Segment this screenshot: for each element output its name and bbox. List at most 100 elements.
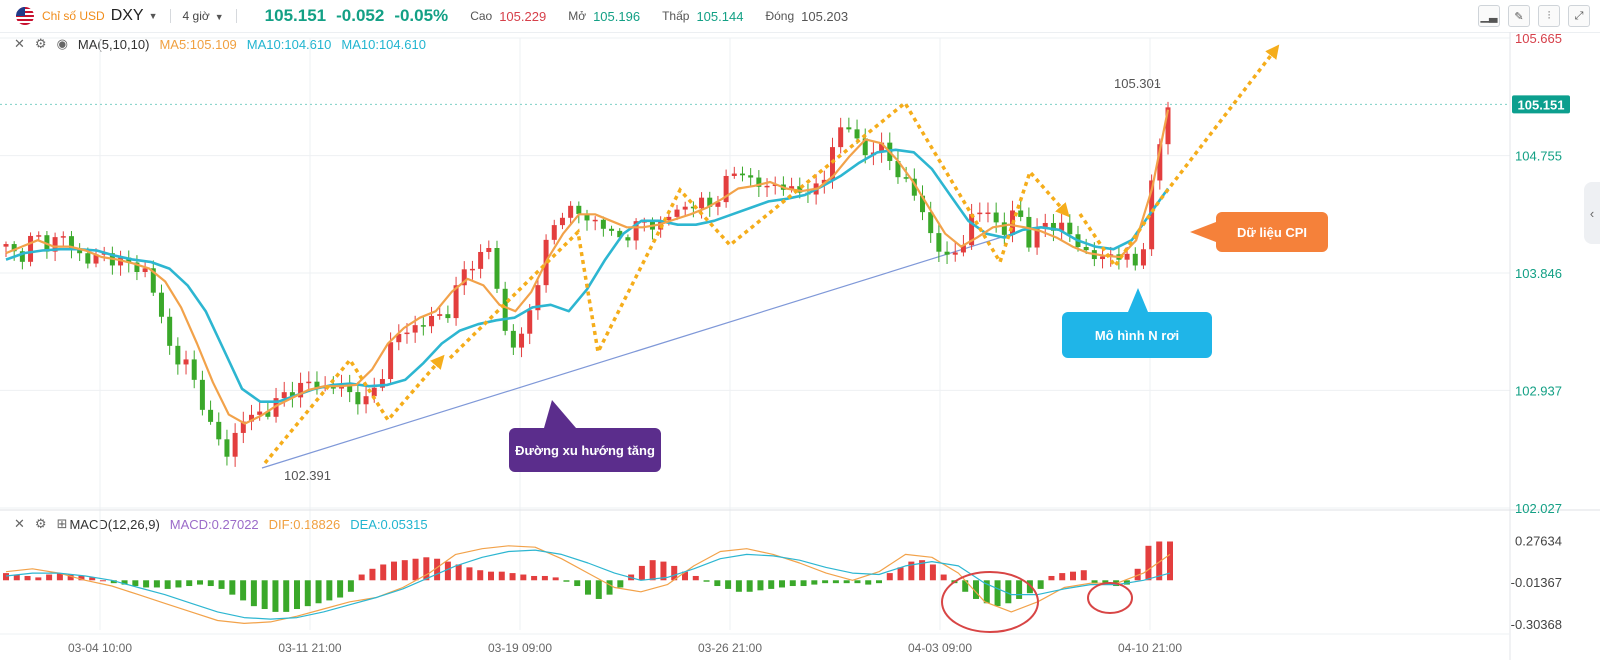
macd-histogram-bar: [1167, 541, 1173, 581]
macd-histogram-bar: [218, 580, 225, 589]
candle-body: [977, 212, 983, 215]
candle-body: [150, 268, 156, 293]
macd-histogram-bar: [326, 580, 333, 601]
candle-body: [502, 288, 508, 331]
candle-body: [960, 245, 966, 253]
us-flag-icon: [16, 7, 34, 25]
macd-histogram-bar: [444, 561, 451, 581]
macd-histogram-bar: [940, 574, 947, 581]
candle-body: [298, 382, 304, 398]
candle-body: [183, 359, 189, 365]
candle-body: [1132, 253, 1138, 266]
macd-histogram-bar: [682, 571, 688, 581]
candle-body: [396, 333, 402, 343]
candle-body: [911, 178, 917, 196]
macd-histogram-bar: [110, 580, 117, 584]
candle-body: [77, 248, 83, 254]
candle-body: [592, 219, 598, 222]
candle-body: [68, 236, 74, 249]
macd-histogram-bar: [1048, 575, 1055, 581]
macd-histogram-bar: [1091, 580, 1098, 584]
candle-body: [478, 251, 484, 269]
macd-histogram-bar: [1016, 580, 1023, 599]
candle-body: [821, 179, 827, 184]
draw-icon[interactable]: ✎: [1508, 5, 1530, 27]
candle-body: [158, 292, 164, 317]
macd-histogram-bar: [520, 574, 527, 581]
candle-body: [52, 237, 58, 252]
macd-indicator-name: MACD(12,26,9): [69, 516, 160, 532]
macd-histogram-bar: [1059, 573, 1066, 581]
candle-body: [756, 177, 762, 187]
candle-body: [985, 212, 991, 215]
candle-body: [281, 392, 287, 399]
close-icon[interactable]: ✕: [14, 516, 25, 531]
candle-body: [469, 268, 475, 271]
timeframe-selector[interactable]: 4 giờ ▼: [183, 9, 224, 23]
candle-body: [199, 379, 205, 410]
candle-body: [1165, 107, 1171, 145]
chart-type-icon[interactable]: ▁▃: [1478, 5, 1500, 27]
macd-histogram-bar: [132, 580, 139, 587]
candle-body: [797, 186, 803, 193]
macd-histogram-bar: [897, 567, 904, 581]
candle-body: [584, 213, 590, 221]
settings-icon[interactable]: ⚙: [34, 36, 47, 51]
macd-histogram-bar: [13, 574, 20, 581]
candle-body: [486, 247, 492, 252]
chevron-left-icon[interactable]: ‹: [1584, 182, 1600, 244]
macd-histogram-bar: [962, 580, 969, 592]
settings-icon[interactable]: ⚙: [34, 516, 47, 531]
macd-histogram-bar: [391, 561, 397, 581]
y-tick-label: 102.027: [1515, 501, 1562, 516]
candle-body: [789, 186, 795, 190]
symbol-toolbar: Chỉ số USD DXY ▼ 4 giờ ▼ 105.151 -0.052 -…: [0, 0, 1600, 33]
y-tick-label: 104.755: [1515, 149, 1562, 164]
eye-icon[interactable]: ◉: [56, 36, 68, 51]
candle-body: [936, 233, 942, 252]
callout-box: [1216, 212, 1328, 252]
macd-histogram-bar: [283, 580, 290, 612]
macd-histogram-bar: [1080, 570, 1087, 581]
candle-body: [723, 175, 729, 203]
candle-body: [85, 253, 91, 264]
macd-histogram-bar: [541, 575, 548, 581]
macd-histogram-bar: [1026, 580, 1033, 594]
macd-histogram-bar: [606, 580, 613, 595]
symbol-selector[interactable]: DXY: [110, 7, 144, 24]
macd-histogram-bar: [197, 580, 203, 585]
chevron-down-icon[interactable]: ▼: [148, 11, 158, 21]
candle-body: [118, 257, 124, 266]
candle-body: [699, 197, 705, 209]
macd-legend: ✕ ⚙ ⊞ MACD(12,26,9) MACD:0.27022 DIF:0.1…: [14, 516, 428, 532]
macd-histogram-bar: [919, 560, 926, 581]
fullscreen-icon[interactable]: ⤢: [1568, 5, 1590, 27]
candle-body: [535, 285, 541, 311]
close-icon[interactable]: ✕: [14, 36, 25, 51]
candle-body: [265, 411, 271, 417]
macd-histogram-bar: [1005, 580, 1012, 604]
indicator-icon[interactable]: ⫶: [1538, 5, 1560, 27]
macd-histogram-bar: [347, 580, 354, 592]
callout-text: Mô hình N rơi: [1095, 328, 1179, 343]
candle-body: [175, 345, 181, 365]
macd-histogram-bar: [929, 564, 936, 581]
candle-body: [453, 285, 459, 319]
candle-body: [559, 217, 565, 226]
macd-histogram-bar: [789, 580, 796, 587]
macd-dea-line: [5, 549, 1171, 620]
x-tick-label: 03-19 09:00: [488, 641, 552, 655]
y-tick-label: 103.846: [1515, 266, 1562, 281]
macd-histogram-bar: [563, 580, 570, 582]
macd-histogram-bar: [401, 560, 408, 581]
macd-histogram-bar: [886, 573, 893, 581]
macd-histogram-bar: [207, 580, 214, 587]
callout-tail: [1128, 288, 1148, 312]
macd-histogram-bar: [46, 574, 53, 581]
macd-histogram-bar: [585, 580, 591, 595]
chart-tools: ▁▃ ✎ ⫶ ⤢: [1478, 5, 1590, 27]
macd-histogram-bar: [304, 580, 311, 607]
collapse-icon[interactable]: ⊞: [56, 516, 68, 531]
moving-average-lines: [5, 109, 1170, 425]
